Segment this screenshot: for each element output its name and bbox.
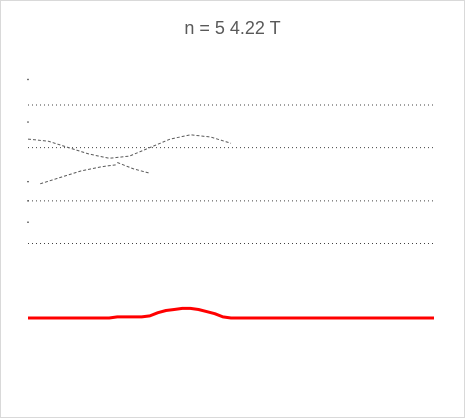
edge-dot-2 <box>27 121 29 123</box>
series-line-3 <box>117 162 150 174</box>
edge-dot-4 <box>27 200 29 202</box>
series-line-1 <box>27 134 232 159</box>
series-line-2 <box>40 164 118 185</box>
edge-dot-1 <box>27 78 29 81</box>
edge-dot-3 <box>27 180 29 183</box>
series-line-4 <box>28 306 434 320</box>
chart-title: n = 5 4.22 T <box>184 18 281 38</box>
edge-dot-5 <box>27 221 29 223</box>
